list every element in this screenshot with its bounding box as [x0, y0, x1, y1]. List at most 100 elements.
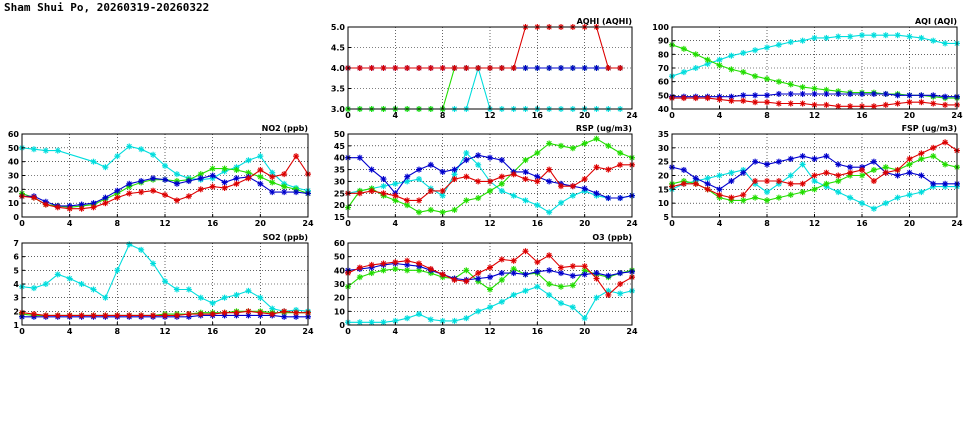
data-point — [427, 265, 434, 272]
y-tick-label: 100 — [652, 23, 669, 32]
data-point — [811, 172, 818, 179]
data-point — [740, 97, 747, 104]
y-tick-label: 70 — [658, 64, 670, 73]
data-point — [870, 178, 877, 185]
data-point — [605, 65, 612, 71]
data-point — [534, 259, 541, 266]
data-point — [404, 261, 411, 268]
data-point — [752, 99, 759, 106]
data-point — [102, 194, 109, 201]
data-point — [704, 175, 711, 182]
data-point — [138, 178, 145, 185]
x-tick-label: 16 — [532, 327, 544, 336]
x-tick-label: 4 — [717, 219, 723, 228]
data-point — [558, 264, 564, 271]
data-point — [680, 95, 687, 102]
x-tick-label: 12 — [484, 327, 495, 336]
y-tick-label: 10 — [658, 199, 670, 208]
series-so2-0 — [19, 241, 311, 315]
data-point — [581, 271, 588, 278]
data-point — [451, 176, 458, 183]
y-tick-label: 80 — [658, 50, 670, 59]
data-point — [356, 154, 363, 161]
y-tick-label: 40 — [8, 158, 20, 167]
data-point — [42, 201, 49, 208]
x-tick-label: 8 — [764, 111, 770, 120]
x-tick-label: 0 — [19, 219, 25, 228]
data-point — [416, 197, 422, 204]
data-point — [906, 92, 913, 99]
data-point — [392, 65, 399, 71]
data-point — [150, 260, 157, 267]
data-point — [42, 147, 49, 154]
x-tick-label: 4 — [67, 327, 73, 336]
chart-title: NO2 (ppb) — [262, 124, 308, 133]
data-point — [356, 65, 363, 71]
data-point — [728, 52, 735, 59]
data-point — [787, 81, 794, 88]
data-point — [257, 153, 264, 160]
data-point — [30, 311, 37, 318]
data-point — [847, 90, 854, 97]
data-point — [522, 197, 529, 204]
data-point — [498, 276, 505, 283]
data-point — [752, 73, 759, 80]
data-point — [799, 180, 806, 187]
y-tick-label: 1 — [13, 321, 19, 330]
data-point — [764, 178, 770, 185]
data-point — [752, 92, 759, 99]
data-point — [463, 278, 470, 285]
data-point — [416, 209, 422, 216]
y-tick-label: 4.0 — [331, 64, 346, 73]
data-point — [740, 197, 747, 204]
data-point — [281, 171, 288, 178]
data-point — [42, 281, 49, 287]
data-point — [269, 173, 276, 180]
data-point — [728, 194, 735, 201]
y-tick-label: 5 — [13, 266, 19, 275]
chart-title: AQHI (AQHI) — [577, 17, 632, 26]
data-point — [593, 135, 600, 142]
data-point — [138, 312, 145, 319]
data-point — [392, 259, 399, 266]
data-point — [233, 166, 240, 173]
series-no2-3 — [19, 153, 311, 212]
data-point — [173, 171, 180, 178]
data-point — [451, 317, 458, 324]
data-point — [233, 180, 240, 187]
x-tick-label: 4 — [717, 111, 723, 120]
data-point — [882, 101, 889, 108]
y-tick-label: 60 — [334, 239, 346, 248]
data-point — [30, 146, 37, 153]
chart-no2: 0 4 8 12 16 20 24 0 10 20 30 40 50 60 NO2 (ppb) — [8, 124, 314, 228]
data-point — [90, 204, 97, 211]
data-point — [463, 65, 470, 71]
data-point — [102, 294, 109, 301]
x-tick-label: 0 — [345, 111, 351, 120]
data-point — [487, 65, 493, 71]
data-point — [764, 161, 770, 168]
data-point — [293, 153, 300, 160]
data-point — [185, 311, 192, 318]
data-point — [269, 189, 276, 196]
data-point — [906, 161, 913, 168]
data-point — [882, 200, 889, 207]
x-tick-label: 0 — [669, 111, 675, 120]
data-point — [752, 47, 759, 54]
data-point — [740, 69, 747, 76]
x-tick-label: 24 — [302, 219, 314, 228]
data-point — [54, 271, 61, 278]
data-point — [787, 191, 794, 198]
series-aqi-0 — [669, 32, 960, 80]
data-point — [605, 142, 612, 149]
data-point — [847, 169, 854, 176]
data-point — [30, 194, 37, 201]
data-point — [475, 65, 482, 71]
data-point — [416, 311, 422, 318]
data-point — [162, 191, 168, 198]
y-tick-label: 30 — [334, 280, 346, 289]
data-point — [680, 166, 687, 173]
data-point — [823, 34, 830, 41]
data-point — [775, 90, 782, 97]
data-point — [569, 304, 576, 311]
